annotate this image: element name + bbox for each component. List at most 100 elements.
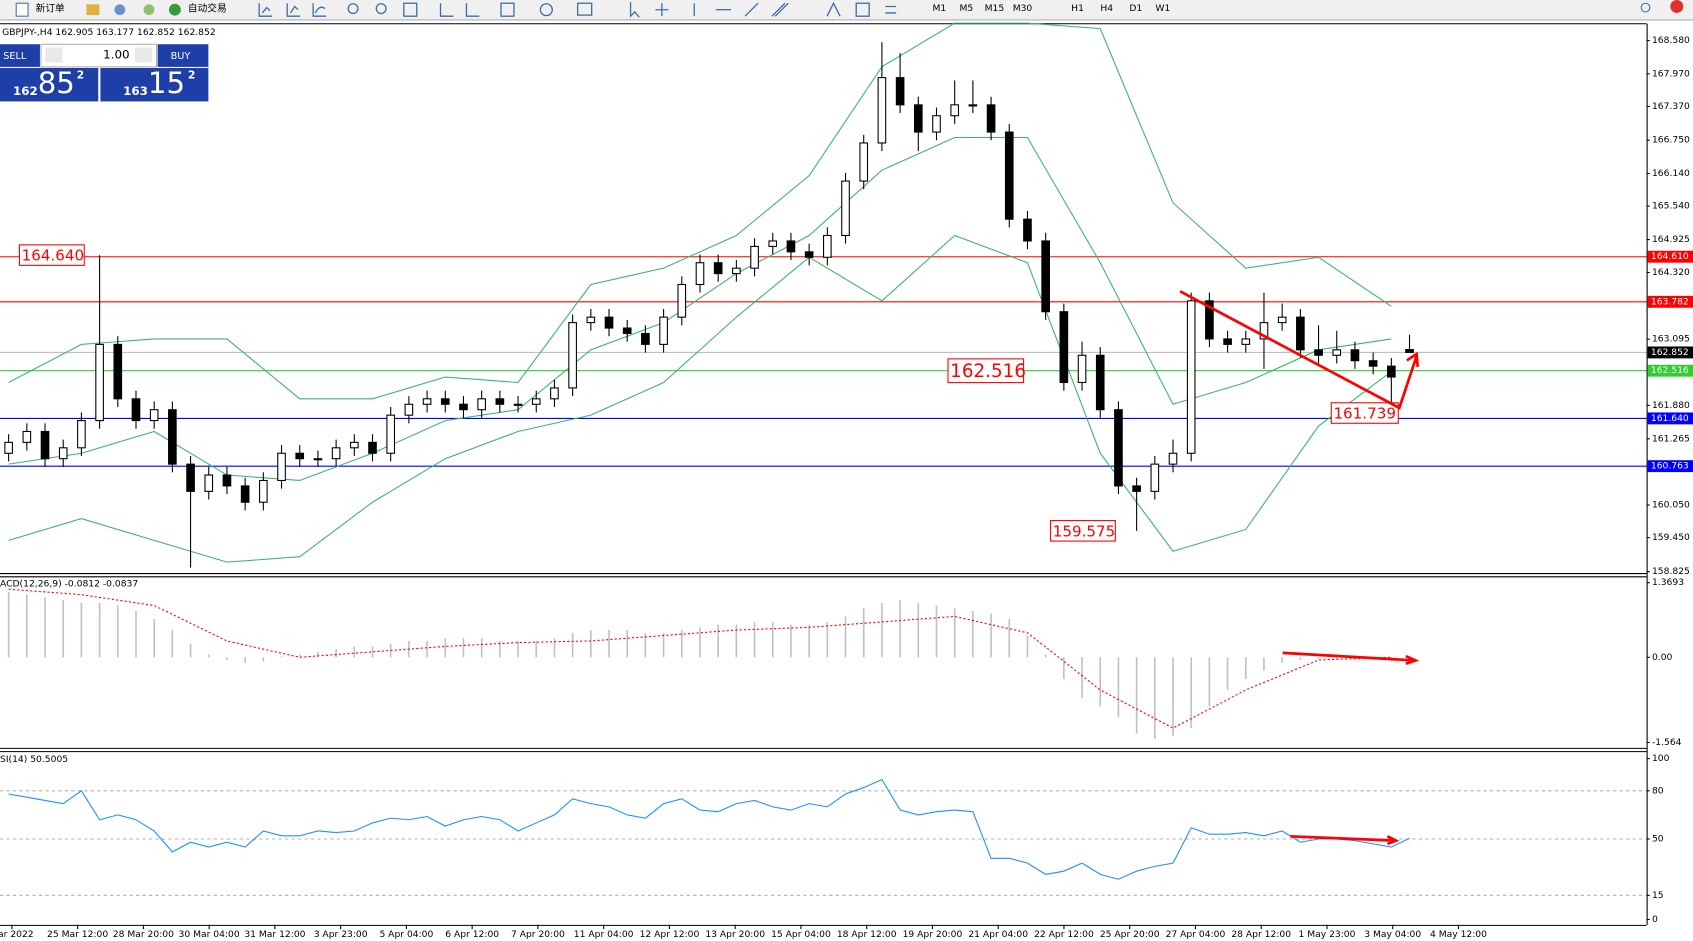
signal-line xyxy=(8,588,1392,729)
x-tick-label: 12 Apr 12:00 xyxy=(640,929,700,940)
sell-button[interactable] xyxy=(0,44,40,67)
timeframe-button[interactable]: H1 xyxy=(1071,3,1084,14)
x-tick-label: 3 May 04:00 xyxy=(1364,929,1421,940)
annotation-box xyxy=(947,358,1025,384)
tool-icon[interactable] xyxy=(465,3,480,17)
y-tick-label: 50 xyxy=(1652,834,1664,845)
candle-body xyxy=(149,409,159,422)
cursor[interactable] xyxy=(629,2,640,18)
periods[interactable] xyxy=(539,3,553,17)
candle-body xyxy=(786,240,796,253)
tool-icon[interactable] xyxy=(143,4,155,16)
x-tick-label: 21 Apr 04:00 xyxy=(968,929,1028,940)
tool-icon[interactable] xyxy=(439,3,454,17)
auto-trading-icon[interactable] xyxy=(168,3,181,16)
lots-down[interactable] xyxy=(45,47,63,63)
bollinger-upper xyxy=(8,22,1392,400)
trend-arrow xyxy=(1179,290,1418,410)
crosshair[interactable] xyxy=(655,3,669,17)
new-order-icon[interactable] xyxy=(15,2,29,17)
timeframe-button[interactable]: M30 xyxy=(1013,3,1033,14)
arrows[interactable] xyxy=(885,5,897,14)
zoom-out[interactable] xyxy=(375,3,387,15)
y-tick-label: 164.925 xyxy=(1652,234,1690,245)
candle-body xyxy=(259,479,268,503)
annotation-box xyxy=(1330,402,1399,424)
text-tool[interactable] xyxy=(826,1,841,17)
zoom-in[interactable] xyxy=(347,3,359,15)
timeframe-button[interactable]: M1 xyxy=(932,3,946,14)
candle-body xyxy=(841,180,850,237)
y-tick-label: 168.580 xyxy=(1652,35,1690,46)
y-tick-label: 164.320 xyxy=(1652,267,1690,278)
y-tick-label: 163.095 xyxy=(1652,334,1690,345)
candle-body xyxy=(1004,131,1014,220)
timeframe-button[interactable]: W1 xyxy=(1155,3,1170,14)
annotation-box xyxy=(1050,520,1116,542)
lots-up[interactable] xyxy=(134,47,153,63)
candle-body xyxy=(1168,452,1178,465)
candle-body xyxy=(823,234,832,258)
ask-sup: 2 xyxy=(188,69,196,82)
trendline[interactable] xyxy=(744,2,759,17)
panel-frames xyxy=(0,23,1648,926)
sell-label: SELL xyxy=(3,51,27,62)
templates[interactable] xyxy=(577,2,593,16)
timeframe-button[interactable]: H4 xyxy=(1100,3,1113,14)
candle-body xyxy=(768,240,778,247)
new-order-button[interactable]: 新订单 xyxy=(36,2,65,15)
candle-body xyxy=(968,104,978,107)
candle-body xyxy=(877,77,887,144)
timeframe-button[interactable]: M5 xyxy=(959,3,973,14)
level-label-box xyxy=(1647,412,1693,425)
lots-input[interactable] xyxy=(40,43,158,68)
ask-box[interactable] xyxy=(100,67,209,102)
search[interactable] xyxy=(1640,2,1651,13)
candle-body xyxy=(349,441,359,449)
lots-value[interactable]: 1.00 xyxy=(103,48,129,62)
label-tool[interactable] xyxy=(855,2,870,17)
candle-body xyxy=(1114,409,1123,487)
candle-body xyxy=(477,398,486,411)
tool-icon[interactable] xyxy=(312,3,327,17)
drawn-arrows xyxy=(1179,290,1420,846)
y-tick-label: 161.265 xyxy=(1652,433,1690,444)
y-tick-label: 161.880 xyxy=(1652,400,1690,411)
auto-trading-button[interactable]: 自动交易 xyxy=(188,2,227,15)
level-label: 160.763 xyxy=(1651,461,1689,472)
candle-body xyxy=(422,398,432,405)
candle-body xyxy=(986,104,996,133)
ask-main: 15 xyxy=(148,66,185,100)
notification[interactable] xyxy=(1670,0,1684,13)
candle-body xyxy=(695,262,705,286)
ask-big: 163 xyxy=(123,84,148,98)
tool-icon[interactable] xyxy=(114,4,126,16)
x-tick-label: 7 Apr 20:00 xyxy=(511,929,565,940)
candle-body xyxy=(222,474,232,487)
candle-body xyxy=(1350,349,1360,362)
annotation-label: 162.516 xyxy=(950,361,1026,382)
x-tick-label: 13 Apr 20:00 xyxy=(705,929,765,940)
annotation-label: 161.739 xyxy=(1333,405,1396,423)
y-tick-label: 166.140 xyxy=(1652,168,1690,179)
channel[interactable] xyxy=(771,2,789,17)
candle-body xyxy=(404,403,414,416)
y-tick-label: 100 xyxy=(1652,753,1670,764)
buy-label: BUY xyxy=(171,51,191,62)
candle-body xyxy=(331,447,341,460)
timeframe-button[interactable]: D1 xyxy=(1129,3,1142,14)
candle-body xyxy=(168,409,177,465)
candle-body xyxy=(113,343,123,400)
tool-icon[interactable] xyxy=(258,3,273,17)
tool-icon[interactable] xyxy=(286,3,301,17)
indicators[interactable] xyxy=(500,2,515,17)
y-tick-label: 15 xyxy=(1652,890,1664,901)
buy-button[interactable] xyxy=(157,44,209,67)
tile[interactable] xyxy=(403,2,418,17)
timeframe-button[interactable]: M15 xyxy=(985,3,1005,14)
candle-body xyxy=(913,104,923,133)
candle-body xyxy=(1059,311,1069,384)
bid-box[interactable] xyxy=(0,67,99,102)
candle-body xyxy=(604,316,614,329)
tool-icon[interactable] xyxy=(86,4,100,16)
